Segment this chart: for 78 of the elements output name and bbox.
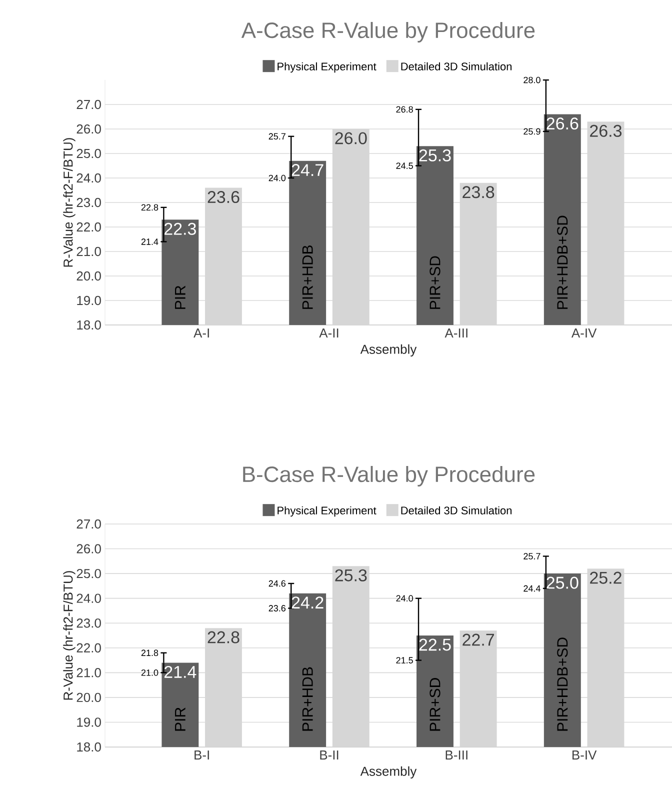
legend-label: Physical Experiment bbox=[278, 62, 376, 73]
annotation: PIR bbox=[175, 286, 186, 309]
annotation: PIR+SD bbox=[430, 256, 440, 309]
y-tick-label: 22.0 bbox=[76, 643, 101, 652]
annotation: PIR+HDB bbox=[302, 667, 313, 731]
data-label: 22.7 bbox=[462, 634, 494, 646]
x-tick-label: A-III bbox=[444, 328, 468, 338]
y-tick-label: 22.0 bbox=[76, 222, 101, 232]
chart-title: B-Case R-Value by Procedure bbox=[243, 466, 535, 486]
x-tick-label: B-II bbox=[320, 750, 338, 760]
annotation: 25.9 bbox=[524, 128, 540, 135]
data-label: 23.8 bbox=[462, 186, 494, 198]
data-label: 22.5 bbox=[419, 638, 451, 651]
y-tick-label: 20.0 bbox=[76, 271, 101, 281]
annotation: 24.0 bbox=[396, 595, 413, 602]
annotation: 21.0 bbox=[141, 669, 158, 676]
y-tick-label: 26.0 bbox=[76, 544, 101, 554]
legend-label: Physical Experiment bbox=[278, 506, 376, 517]
data-label: 26.6 bbox=[546, 118, 578, 130]
annotation: 24.5 bbox=[396, 162, 413, 169]
annotation: 28.0 bbox=[524, 76, 540, 84]
annotation: 25.7 bbox=[524, 553, 540, 560]
data-label: 25.3 bbox=[419, 149, 451, 162]
annotation: 24.4 bbox=[524, 585, 540, 592]
x-tick-label: A-IV bbox=[571, 328, 597, 338]
x-tick-label: A-II bbox=[319, 328, 338, 338]
y-tick-label: 18.0 bbox=[77, 742, 101, 752]
data-label: 25.0 bbox=[546, 576, 578, 589]
data-label: 25.3 bbox=[335, 569, 367, 582]
data-label: 23.6 bbox=[208, 191, 240, 204]
annotation: PIR+HDB bbox=[302, 245, 313, 309]
y-tick-label: 20.0 bbox=[76, 692, 101, 702]
x-tick-label: A-I bbox=[194, 328, 209, 338]
data-label: 26.0 bbox=[335, 132, 367, 144]
annotation: PIR+HDB+SD bbox=[557, 216, 568, 309]
y-tick-label: 21.0 bbox=[76, 668, 101, 678]
annotation: 25.7 bbox=[268, 133, 286, 140]
y-tick-label: 27.0 bbox=[76, 100, 101, 110]
y-axis-title: R-Value (hr-ft2-F/BTU) bbox=[63, 571, 76, 700]
y-axis-title: R-Value (hr-ft2-F/BTU) bbox=[63, 138, 76, 267]
annotation: PIR+SD bbox=[430, 678, 440, 731]
x-tick-label: B-IV bbox=[572, 750, 597, 760]
y-tick-label: 24.0 bbox=[76, 173, 101, 183]
chart-title: A-Case R-Value by Procedure bbox=[241, 22, 535, 42]
y-tick-label: 21.0 bbox=[76, 246, 101, 256]
y-tick-label: 27.0 bbox=[76, 519, 101, 529]
data-label: 21.4 bbox=[164, 666, 196, 678]
x-axis-title: Assembly bbox=[360, 344, 417, 356]
annotation: 24.6 bbox=[268, 580, 286, 587]
data-label: 22.3 bbox=[164, 222, 196, 235]
y-tick-label: 19.0 bbox=[77, 718, 101, 727]
y-tick-label: 23.0 bbox=[76, 198, 101, 208]
y-tick-label: 25.0 bbox=[76, 148, 101, 158]
x-axis-title: Assembly bbox=[360, 766, 417, 778]
annotation: PIR+HDB+SD bbox=[557, 638, 568, 731]
annotation: 21.8 bbox=[141, 650, 158, 656]
annotation: 24.0 bbox=[268, 174, 286, 182]
y-tick-label: 19.0 bbox=[77, 296, 101, 306]
annotation: 21.4 bbox=[141, 238, 158, 245]
data-label: 26.3 bbox=[590, 124, 622, 137]
annotation: 26.8 bbox=[396, 106, 413, 113]
y-tick-label: 18.0 bbox=[77, 320, 101, 330]
annotation: 21.5 bbox=[396, 657, 413, 664]
y-tick-label: 24.0 bbox=[76, 594, 101, 603]
data-label: 25.2 bbox=[590, 572, 622, 584]
x-tick-label: B-III bbox=[446, 750, 468, 760]
legend-label: Detailed 3D Simulation bbox=[401, 62, 512, 70]
annotation: PIR bbox=[175, 708, 186, 731]
data-label: 24.7 bbox=[292, 164, 324, 176]
data-label: 22.8 bbox=[208, 631, 240, 644]
data-label: 24.2 bbox=[292, 596, 324, 608]
annotation: 23.6 bbox=[268, 605, 286, 612]
y-tick-label: 25.0 bbox=[76, 568, 101, 578]
annotation: 22.8 bbox=[141, 204, 158, 211]
y-tick-label: 23.0 bbox=[76, 618, 101, 628]
y-tick-label: 26.0 bbox=[76, 124, 101, 134]
x-tick-label: B-I bbox=[194, 750, 209, 760]
legend-label: Detailed 3D Simulation bbox=[401, 506, 512, 514]
